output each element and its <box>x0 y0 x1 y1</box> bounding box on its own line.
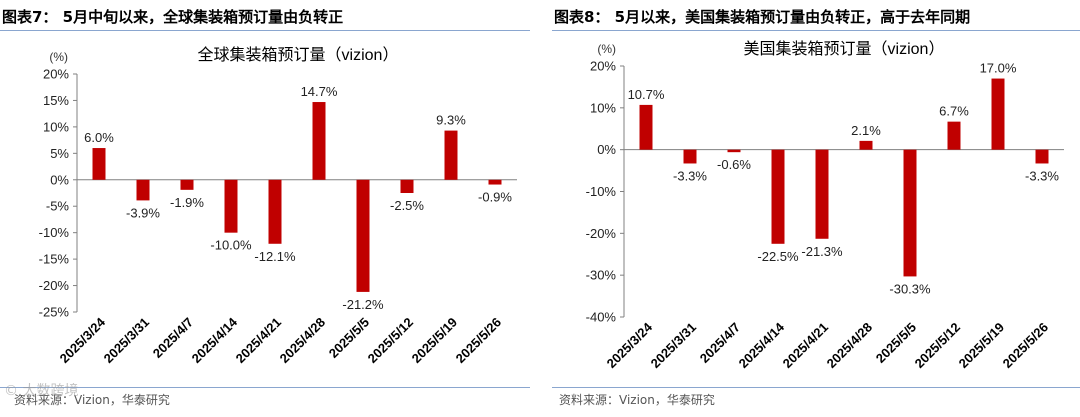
y-tick-label: -25% <box>39 305 70 320</box>
figure-header-left: 图表7： 5月中旬以来，全球集装箱预订量由负转正 <box>0 0 530 31</box>
bar-2025/4/7 <box>727 149 741 153</box>
y-tick-label: -15% <box>39 252 70 267</box>
data-label: 6.0% <box>84 130 114 145</box>
data-label: -30.3% <box>889 281 931 296</box>
y-tick-label: 10% <box>590 100 616 115</box>
data-label: 9.3% <box>436 113 466 128</box>
bar-2025/3/31 <box>136 179 150 201</box>
x-tick-label: 2025/4/14 <box>189 314 241 366</box>
data-label: -21.3% <box>801 244 843 259</box>
x-tick-label: 2025/4/28 <box>824 320 876 372</box>
data-label: -10.0% <box>210 238 252 253</box>
x-tick-label: 2025/5/19 <box>409 315 461 367</box>
figure-header-right: 图表8： 5月以来，美国集装箱预订量由负转正，高于去年同期 <box>552 0 1080 31</box>
chart-title: 全球集装箱预订量（vizion） <box>198 46 399 64</box>
data-label: -12.1% <box>254 249 296 264</box>
data-label: 10.7% <box>628 87 665 102</box>
bar-2025/3/31 <box>683 149 697 164</box>
y-tick-label: 0% <box>597 142 616 157</box>
data-label: -3.9% <box>126 205 160 220</box>
bar-2025/5/26 <box>1035 149 1049 164</box>
bar-2025/4/7 <box>180 179 194 190</box>
x-tick-label: 2025/5/26 <box>453 315 505 367</box>
bar-2025/4/28 <box>312 102 326 180</box>
x-tick-label: 2025/3/31 <box>648 320 700 372</box>
x-tick-label: 2025/4/21 <box>780 320 832 372</box>
figure-title-left: 图表7： 5月中旬以来，全球集装箱预订量由负转正 <box>2 8 344 26</box>
data-label: -1.9% <box>170 195 204 210</box>
bar-2025/5/12 <box>947 121 961 150</box>
data-label: -3.3% <box>1025 168 1059 183</box>
y-tick-label: -5% <box>46 199 70 214</box>
y-tick-label: 20% <box>590 59 616 74</box>
data-label: -0.9% <box>478 190 512 205</box>
x-tick-label: 2025/4/28 <box>277 315 329 367</box>
y-tick-label: 0% <box>50 172 69 187</box>
bar-2025/5/5 <box>903 149 917 277</box>
y-tick-label: -20% <box>586 226 617 241</box>
figure-bottom-rule-right <box>552 387 1080 388</box>
bar-2025/5/19 <box>444 130 458 180</box>
y-tick-label: 20% <box>43 67 69 82</box>
y-tick-label: -10% <box>39 225 70 240</box>
bar-2025/5/5 <box>356 179 370 292</box>
figure-source-left: 资料来源：Vizion，华泰研究 <box>14 393 170 407</box>
bar-2025/5/12 <box>400 179 414 193</box>
x-tick-label: 2025/5/26 <box>1000 320 1052 372</box>
bar-2025/4/14 <box>224 179 238 233</box>
watermark-icon: © 大数跨境 <box>4 383 79 399</box>
y-unit-label: (%) <box>597 42 616 56</box>
bar-2025/4/21 <box>815 149 829 239</box>
bar-2025/5/19 <box>991 78 1005 150</box>
x-tick-label: 2025/5/12 <box>912 320 964 372</box>
bar-2025/3/24 <box>639 104 653 150</box>
bar-chart-global: 全球集装箱预订量（vizion） (%) 20% 15% 10% 5% 0% -5% -10% -… <box>39 46 517 367</box>
data-label: -22.5% <box>757 249 799 264</box>
x-tick-label: 2025/3/24 <box>57 314 109 366</box>
data-label: -2.5% <box>390 198 424 213</box>
bar-2025/5/26 <box>488 179 502 185</box>
y-unit-label: (%) <box>49 50 68 64</box>
y-tick-label: 5% <box>50 146 69 161</box>
figure-source-right: 资料来源：Vizion，华泰研究 <box>559 393 715 407</box>
y-tick-label: -30% <box>586 268 617 283</box>
data-label: 14.7% <box>301 84 338 99</box>
data-label: -3.3% <box>673 168 707 183</box>
figure-bottom-rule-left <box>0 387 530 388</box>
data-label: 17.0% <box>980 61 1017 76</box>
data-label: -0.6% <box>717 157 751 172</box>
bar-2025/3/24 <box>92 148 106 180</box>
x-tick-label: 2025/3/24 <box>604 319 656 371</box>
y-tick-label: -20% <box>39 278 70 293</box>
x-tick-label: 2025/4/14 <box>736 319 788 371</box>
x-tick-label: 2025/3/31 <box>101 315 153 367</box>
y-tick-label: 10% <box>43 119 69 134</box>
figure-title-right: 图表8： 5月以来，美国集装箱预订量由负转正，高于去年同期 <box>554 8 971 26</box>
bar-2025/4/28 <box>859 140 873 150</box>
data-label: 6.7% <box>939 104 969 119</box>
bar-chart-us: 美国集装箱预订量（vizion） (%) 20% 10% 0% -10% -20% -30% -… <box>586 40 1064 372</box>
data-label: 2.1% <box>851 123 881 138</box>
y-tick-label: -40% <box>586 310 617 325</box>
y-tick-label: -10% <box>586 184 617 199</box>
x-tick-label: 2025/5/19 <box>956 320 1008 372</box>
x-tick-label: 2025/5/12 <box>365 315 417 367</box>
x-tick-label: 2025/4/21 <box>233 315 285 367</box>
bar-2025/4/21 <box>268 179 282 244</box>
chart-title: 美国集装箱预订量（vizion） <box>744 40 945 58</box>
y-tick-label: 15% <box>43 93 69 108</box>
data-label: -21.2% <box>342 297 384 312</box>
bar-2025/4/14 <box>771 149 785 244</box>
